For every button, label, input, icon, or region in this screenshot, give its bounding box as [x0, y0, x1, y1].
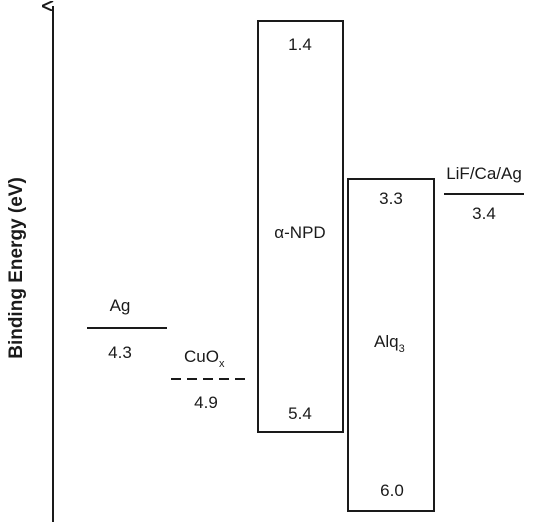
axis-title: Binding Energy (eV) [6, 177, 27, 359]
npd-band-box [257, 20, 344, 433]
npd-homo-value: 5.4 [288, 404, 312, 423]
cuox-level-value: 4.9 [194, 393, 218, 412]
ag-label: Ag [110, 296, 131, 315]
alq3-label: Alq3 [374, 332, 405, 355]
cuox-label: CuOx [184, 347, 225, 370]
alq3-lumo-value: 3.3 [379, 189, 403, 208]
alq3-band-box [347, 178, 435, 512]
npd-label: α-NPD [274, 223, 325, 242]
npd-lumo-value: 1.4 [288, 35, 312, 54]
ag-level-value: 4.3 [108, 343, 132, 362]
cathode-level-value: 3.4 [472, 204, 496, 223]
cathode-label: LiF/Ca/Ag [446, 164, 522, 183]
alq3-homo-value: 6.0 [380, 481, 404, 500]
